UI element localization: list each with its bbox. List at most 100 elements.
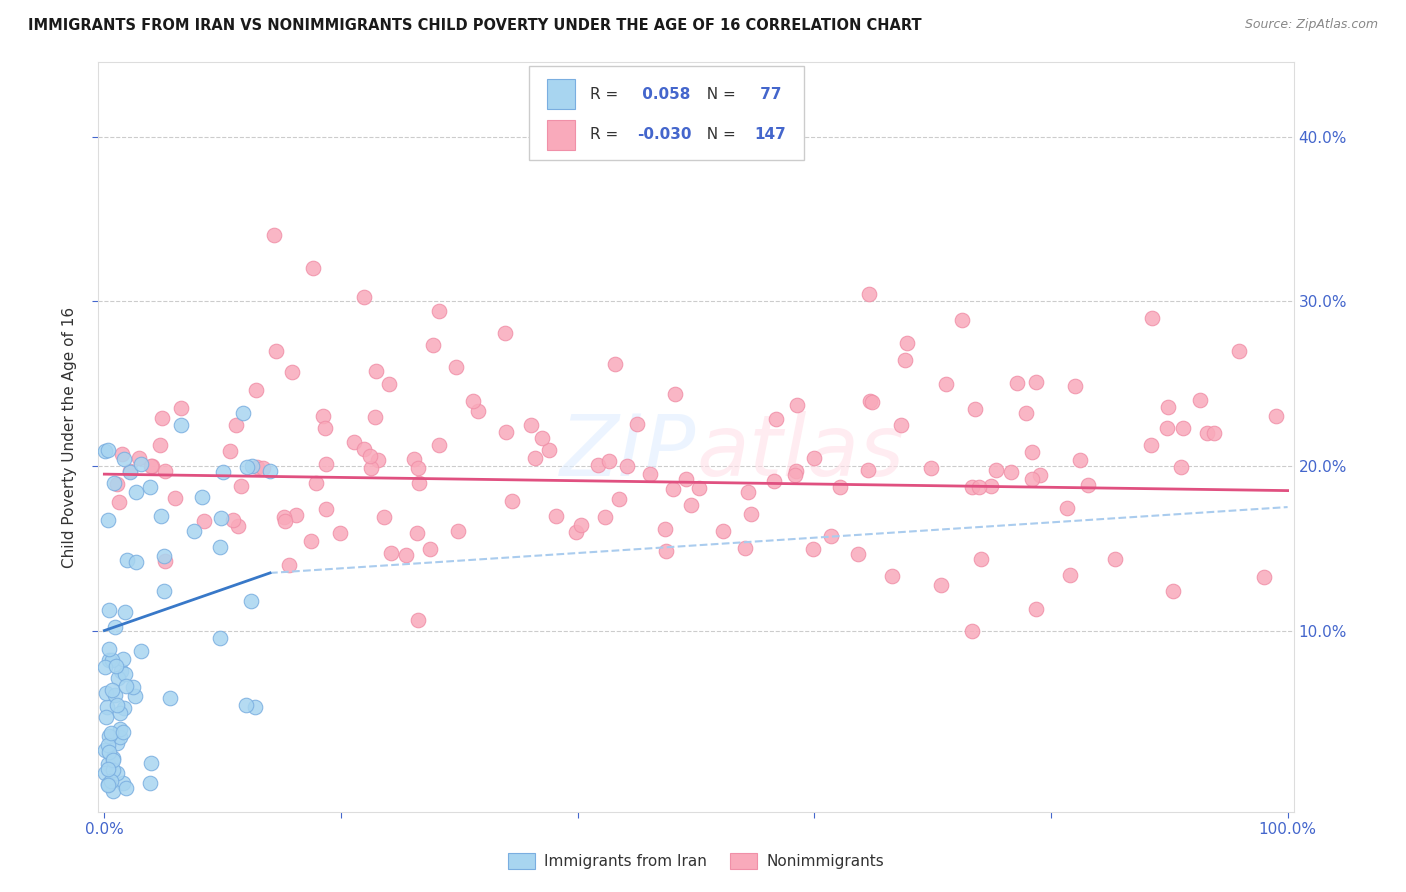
Point bbox=[740, 507, 762, 521]
Text: ZIP: ZIP bbox=[560, 410, 696, 493]
Point bbox=[100, 773, 122, 788]
FancyBboxPatch shape bbox=[547, 120, 575, 150]
Point bbox=[159, 691, 181, 706]
Point bbox=[1021, 445, 1043, 459]
Point bbox=[820, 529, 842, 543]
Point bbox=[353, 290, 375, 304]
Point bbox=[1157, 400, 1180, 414]
Point bbox=[240, 458, 263, 473]
Point bbox=[112, 451, 135, 466]
Point bbox=[675, 472, 697, 486]
Point bbox=[373, 510, 395, 524]
Point bbox=[235, 698, 257, 712]
Point bbox=[315, 502, 337, 516]
Point bbox=[737, 484, 759, 499]
Point bbox=[107, 671, 129, 685]
Point bbox=[1059, 568, 1081, 582]
Point bbox=[209, 631, 232, 645]
Text: -0.030: -0.030 bbox=[637, 127, 692, 142]
Point bbox=[96, 700, 118, 714]
Point bbox=[467, 403, 489, 417]
Point bbox=[359, 449, 381, 463]
Point bbox=[128, 450, 150, 465]
Point bbox=[711, 524, 734, 538]
Point bbox=[408, 613, 430, 627]
Point bbox=[98, 653, 121, 667]
Point bbox=[524, 450, 547, 465]
Point bbox=[111, 776, 134, 790]
Text: 147: 147 bbox=[755, 127, 786, 142]
Point bbox=[148, 437, 170, 451]
Point bbox=[245, 383, 267, 397]
Point bbox=[603, 357, 626, 371]
Point bbox=[299, 533, 322, 548]
Point bbox=[312, 409, 335, 423]
Point bbox=[139, 756, 162, 770]
Point bbox=[858, 463, 880, 477]
Point bbox=[970, 551, 993, 566]
Point bbox=[1139, 437, 1161, 451]
Point bbox=[105, 736, 128, 750]
Point bbox=[107, 765, 129, 780]
Point bbox=[150, 410, 173, 425]
Point bbox=[209, 540, 232, 554]
Point bbox=[427, 304, 450, 318]
Point bbox=[302, 261, 325, 276]
Point bbox=[569, 518, 592, 533]
Point bbox=[110, 664, 132, 678]
Point bbox=[963, 401, 986, 416]
Point bbox=[273, 510, 295, 524]
Point bbox=[112, 725, 135, 739]
Point bbox=[360, 461, 382, 475]
Point bbox=[97, 442, 120, 457]
Point bbox=[155, 554, 177, 568]
Text: atlas: atlas bbox=[696, 410, 904, 493]
Point bbox=[598, 454, 620, 468]
Point bbox=[101, 763, 124, 777]
Point bbox=[122, 680, 145, 694]
Point bbox=[960, 480, 983, 494]
Point bbox=[139, 480, 162, 494]
Point bbox=[231, 479, 253, 493]
Point bbox=[763, 474, 786, 488]
Point bbox=[1025, 602, 1047, 616]
Point bbox=[929, 578, 952, 592]
Point bbox=[920, 461, 942, 475]
Point bbox=[803, 451, 825, 466]
Point bbox=[97, 777, 120, 791]
Point bbox=[101, 683, 124, 698]
Point bbox=[115, 679, 138, 693]
Point bbox=[664, 387, 686, 401]
Point bbox=[103, 751, 125, 765]
Point bbox=[94, 659, 117, 673]
Point bbox=[314, 421, 336, 435]
Point bbox=[616, 459, 638, 474]
Point bbox=[155, 464, 177, 478]
Text: IMMIGRANTS FROM IRAN VS NONIMMIGRANTS CHILD POVERTY UNDER THE AGE OF 16 CORRELAT: IMMIGRANTS FROM IRAN VS NONIMMIGRANTS CH… bbox=[28, 18, 922, 33]
Point bbox=[1195, 426, 1218, 441]
Point bbox=[406, 461, 429, 475]
Point bbox=[494, 326, 516, 341]
Point bbox=[846, 547, 869, 561]
Point bbox=[858, 394, 880, 409]
Point bbox=[380, 546, 402, 560]
Point bbox=[1161, 584, 1184, 599]
Point bbox=[828, 480, 851, 494]
Point bbox=[894, 352, 917, 367]
Point bbox=[1189, 392, 1212, 407]
Point bbox=[239, 593, 262, 607]
Point bbox=[191, 490, 214, 504]
FancyBboxPatch shape bbox=[529, 66, 804, 160]
Point bbox=[97, 739, 120, 753]
Point bbox=[785, 464, 807, 478]
Point bbox=[1015, 406, 1038, 420]
Point bbox=[285, 508, 308, 522]
Point bbox=[281, 365, 304, 379]
Point bbox=[422, 338, 444, 352]
Point bbox=[115, 552, 138, 566]
Point bbox=[104, 688, 127, 702]
Y-axis label: Child Poverty Under the Age of 16: Child Poverty Under the Age of 16 bbox=[62, 307, 77, 567]
Point bbox=[112, 652, 135, 666]
Point bbox=[232, 406, 254, 420]
Text: R =: R = bbox=[589, 127, 623, 142]
